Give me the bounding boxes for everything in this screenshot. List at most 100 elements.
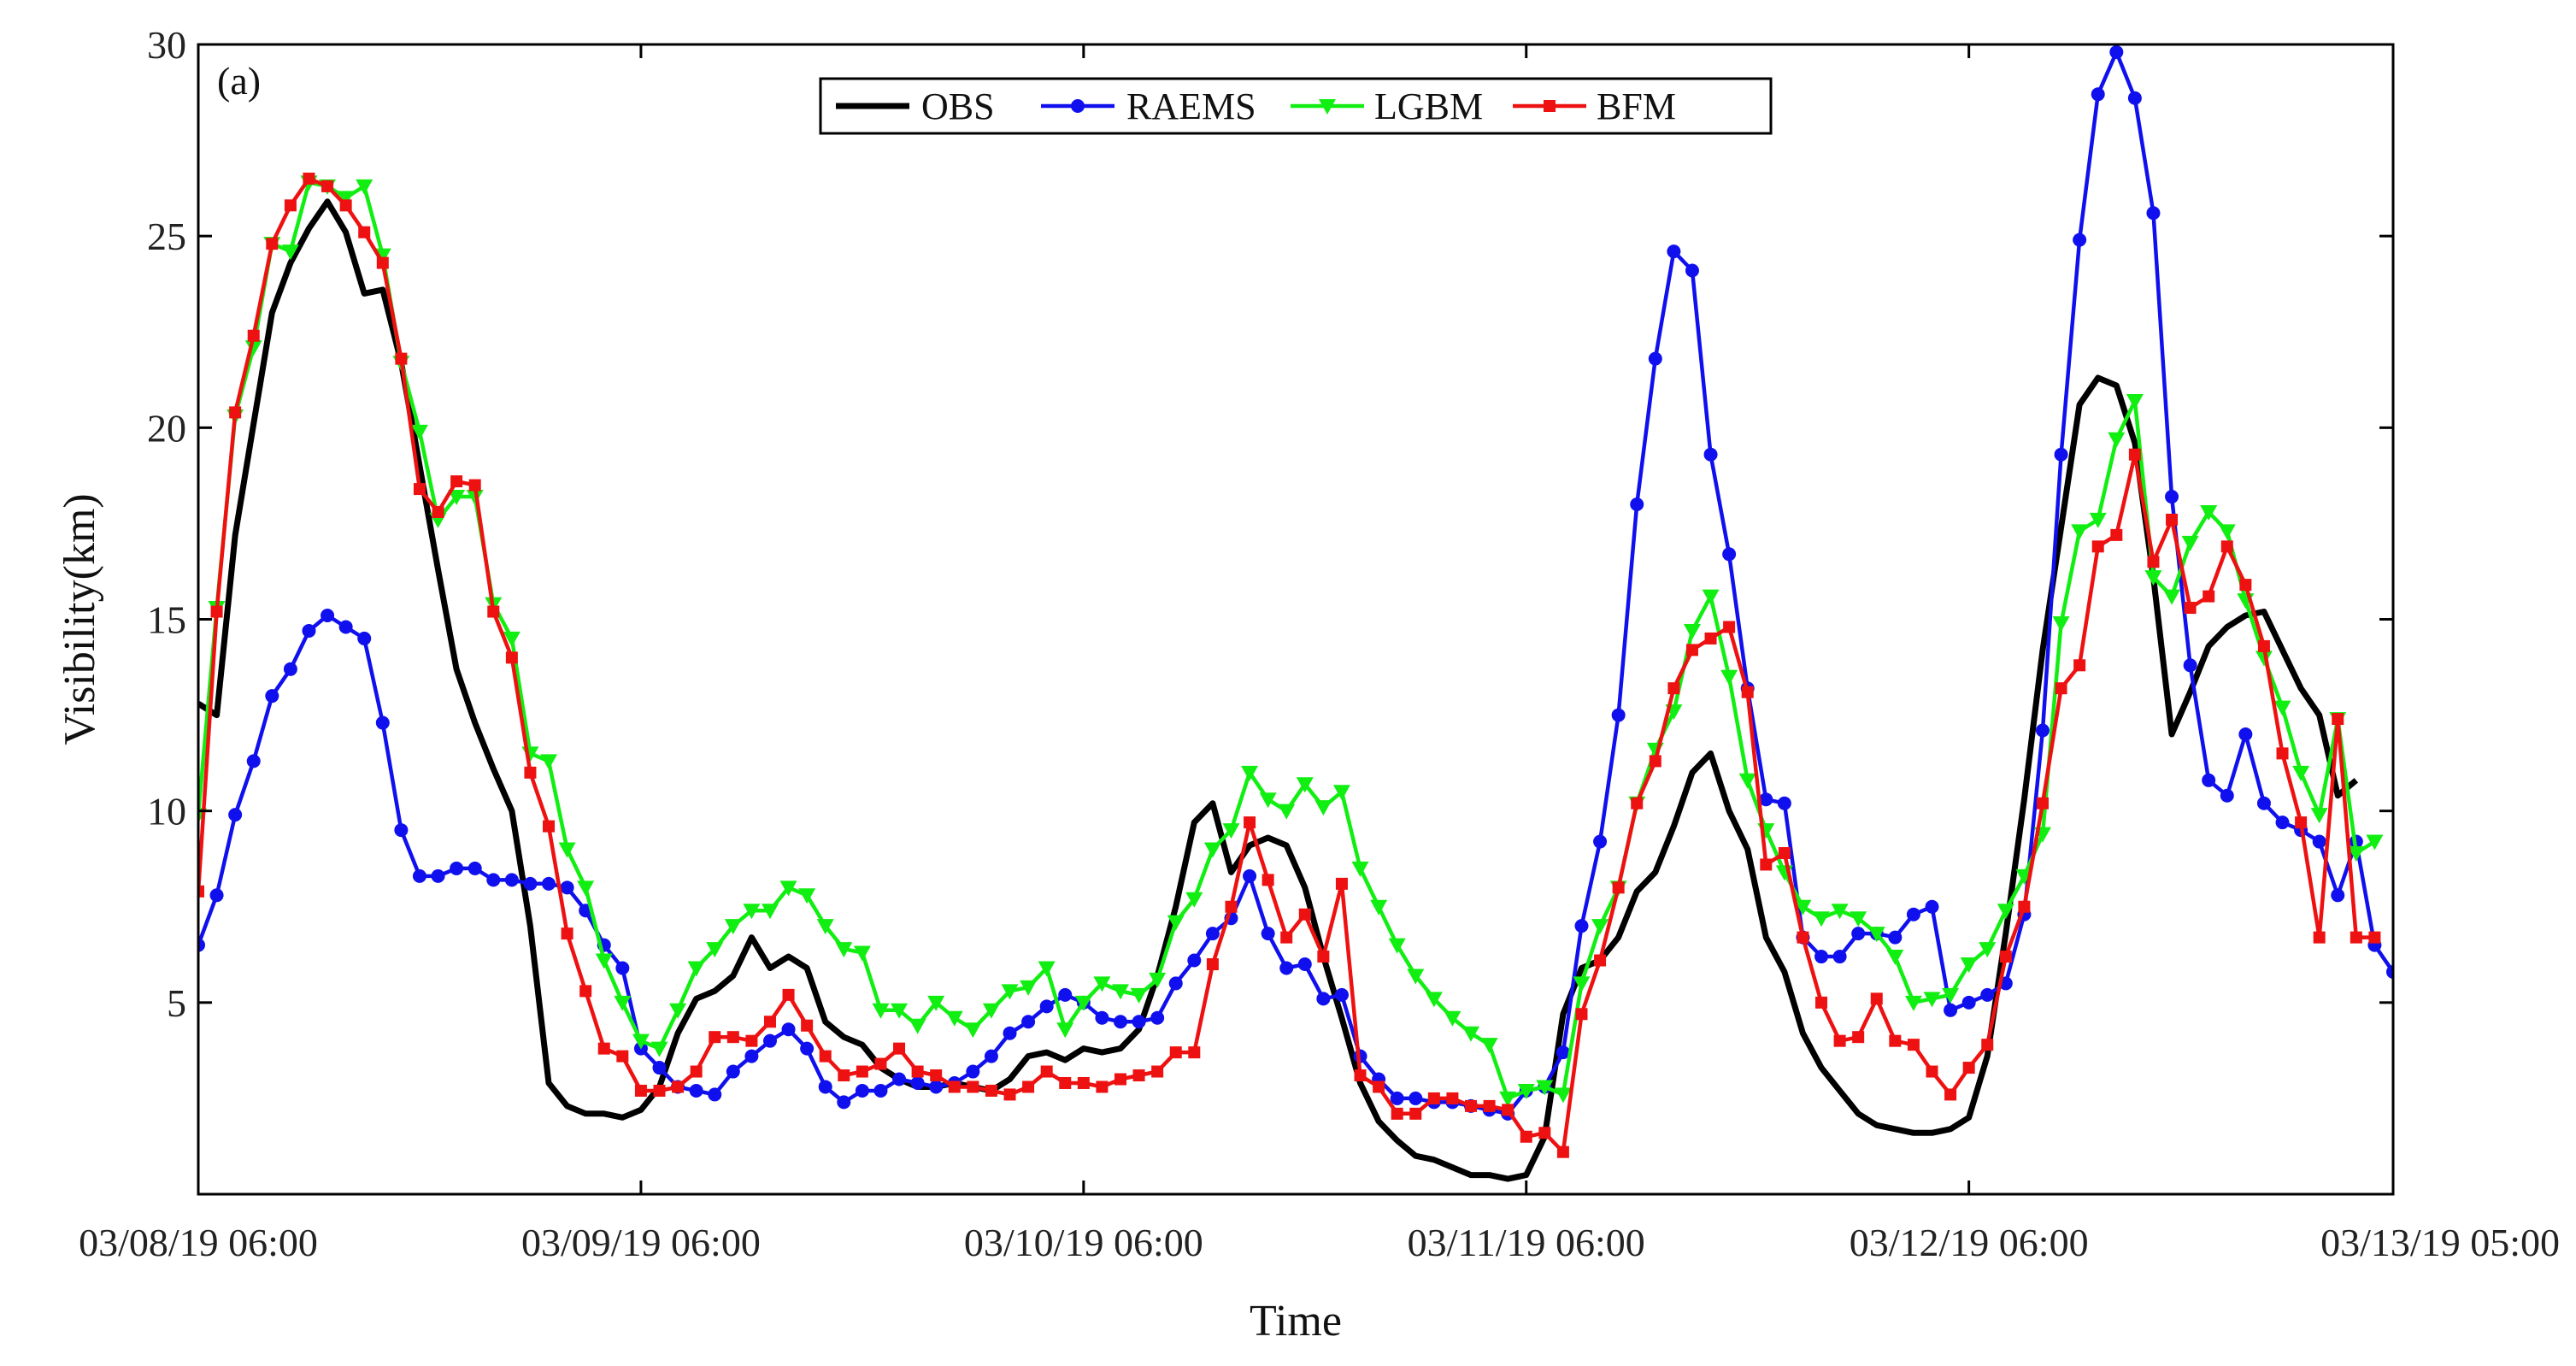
data-point-square (1631, 797, 1644, 810)
data-point-triangle (2347, 845, 2365, 862)
data-point-circle (1574, 919, 1589, 933)
data-point-triangle (2052, 615, 2070, 632)
data-point-circle (689, 1083, 703, 1098)
series-layer (198, 44, 2393, 1182)
data-point-circle (855, 1083, 869, 1098)
data-point-square (985, 1084, 997, 1097)
data-point-triangle (1093, 976, 1111, 992)
data-point-triangle (1923, 992, 1941, 1008)
data-point-triangle (1056, 1022, 1074, 1039)
data-point-square (1262, 874, 1274, 886)
data-point-circle (966, 1064, 980, 1079)
legend-label: LGBM (1374, 85, 1483, 127)
data-point-circle (357, 631, 372, 645)
data-point-triangle (503, 631, 520, 647)
data-point-square (1206, 958, 1219, 970)
data-point-circle (1316, 992, 1331, 1006)
data-point-square (1797, 931, 1809, 944)
data-point-circle (800, 1041, 815, 1056)
legend-item-raems: RAEMS (1041, 85, 1256, 127)
data-point-circle (708, 1087, 722, 1102)
x-tick-label: 03/08/19 06:00 (79, 1221, 318, 1264)
data-point-square (358, 226, 371, 238)
data-point-square (266, 238, 279, 250)
data-point-circle (837, 1095, 851, 1110)
data-point-square (1335, 877, 1348, 890)
data-point-circle (2073, 233, 2087, 247)
data-point-square (579, 985, 592, 998)
data-point-circle (1095, 1010, 1109, 1025)
data-point-circle (2035, 723, 2050, 738)
data-point-triangle (577, 880, 595, 897)
panel-label: (a) (217, 59, 261, 103)
x-tick-label: 03/10/19 06:00 (964, 1221, 1203, 1264)
data-point-square (2257, 639, 2270, 652)
data-point-circle (1021, 1015, 1036, 1029)
data-point-square (1317, 951, 1330, 963)
data-point-triangle (281, 244, 299, 261)
data-point-triangle (1499, 1091, 1517, 1107)
data-point-triangle (1960, 957, 1978, 973)
data-point-circle (209, 888, 224, 903)
data-point-square (1096, 1080, 1109, 1093)
data-point-triangle (1942, 987, 1960, 1004)
data-point-triangle (1351, 861, 1369, 877)
data-point-circle (2275, 815, 2290, 830)
data-point-square (1667, 682, 1680, 695)
data-point-triangle (1831, 904, 1849, 920)
data-point-circle (431, 868, 445, 883)
data-point-square (1870, 992, 1883, 1005)
data-point-triangle (2218, 524, 2236, 540)
data-point-square (1391, 1107, 1403, 1120)
data-point-square (1907, 1039, 1920, 1051)
data-point-circle (615, 961, 630, 975)
data-point-circle (1888, 930, 1903, 945)
data-point-square (543, 820, 556, 833)
data-point-circle (321, 609, 335, 623)
data-point-circle (1832, 950, 1847, 964)
data-point-square (1483, 1099, 1496, 1112)
data-point-circle (1243, 868, 1257, 883)
data-point-square (874, 1057, 887, 1070)
data-point-square (1962, 1062, 1975, 1075)
data-point-circle (2165, 490, 2179, 504)
data-point-square (432, 505, 444, 518)
data-point-triangle (448, 490, 466, 506)
data-point-square (2073, 659, 2086, 672)
data-point-circle (2312, 834, 2326, 849)
data-point-square (1465, 1099, 1478, 1112)
data-point-triangle (1222, 823, 1240, 839)
data-point-circle (450, 861, 464, 875)
data-point-triangle (945, 1010, 963, 1027)
data-point-square (1446, 1092, 1459, 1104)
data-point-square (2055, 682, 2067, 695)
data-point-square (672, 1080, 685, 1093)
data-point-square (1778, 846, 1791, 859)
data-point-triangle (1867, 927, 1885, 943)
data-point-circle (412, 868, 426, 883)
y-tick-label: 15 (147, 598, 186, 642)
data-point-triangle (558, 842, 576, 858)
data-point-circle (1944, 1003, 1958, 1017)
data-point-circle (1611, 708, 1626, 722)
data-point-triangle (1130, 987, 1148, 1004)
data-point-circle (265, 689, 279, 704)
y-tick-label: 20 (147, 406, 186, 450)
data-point-square (2295, 816, 2308, 829)
data-point-circle (198, 938, 205, 952)
data-point-square (801, 1019, 814, 1032)
data-point-circle (1168, 976, 1183, 991)
data-point-square (653, 1084, 666, 1097)
data-point-square (1760, 858, 1773, 871)
data-point-square (1298, 908, 1311, 921)
legend-label: RAEMS (1126, 85, 1256, 127)
data-point-square (2203, 590, 2215, 603)
data-point-square (1059, 1076, 1072, 1089)
data-point-triangle (1259, 792, 1277, 809)
data-point-square (1188, 1046, 1201, 1059)
data-point-square (1594, 954, 1607, 967)
data-point-circle (1409, 1091, 1423, 1105)
data-point-triangle (1296, 777, 1314, 793)
series-bfm (198, 172, 2381, 1158)
data-point-square (247, 329, 260, 342)
